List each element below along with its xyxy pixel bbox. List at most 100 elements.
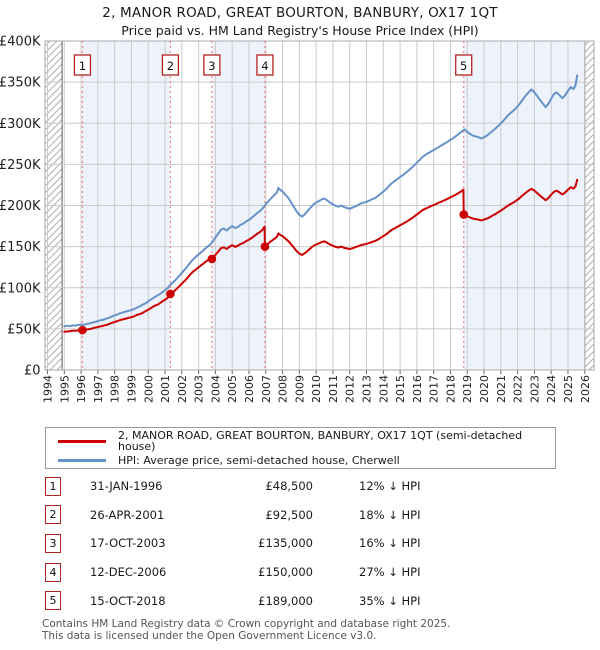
sale-price: £189,000 [258, 593, 313, 608]
x-axis-label: 2026 [579, 375, 592, 403]
x-axis-label: 2014 [377, 375, 390, 403]
x-axis-label: 2019 [461, 375, 474, 403]
x-axis-label: 1998 [109, 375, 122, 403]
x-axis-label: 2012 [344, 375, 357, 403]
sale-price: £48,500 [265, 479, 313, 494]
x-axis-label: 1999 [125, 375, 138, 403]
y-axis-label: £150K [0, 240, 41, 255]
y-axis-label: £250K [0, 158, 41, 173]
sale-number-box [256, 54, 274, 76]
x-axis-label: 2022 [512, 375, 525, 403]
x-axis-label: 2020 [478, 375, 491, 403]
sale-number-label: 2 [167, 59, 174, 73]
x-axis-label: 1994 [42, 375, 55, 403]
x-axis-label: 2017 [428, 375, 441, 403]
property-price-line [63, 178, 579, 333]
x-axis-label: 2024 [545, 375, 558, 403]
sale-number-badge: 4 [45, 562, 61, 582]
chart-legend: 2, MANOR ROAD, GREAT BOURTON, BANBURY, O… [45, 427, 556, 469]
sale-number-box [161, 54, 180, 76]
sale-hpi-diff: 12% ↓ HPI [359, 479, 421, 494]
x-axis-label: 2000 [142, 375, 155, 403]
y-axis-label: £0 [24, 364, 41, 379]
y-axis-label: £100K [0, 281, 41, 296]
x-axis-label: 2013 [361, 375, 374, 403]
y-axis-label: £350K [0, 76, 41, 91]
sale-marker [260, 242, 270, 251]
sale-hpi-diff: 18% ↓ HPI [359, 507, 421, 522]
sale-number-label: 3 [208, 59, 215, 73]
x-axis-label: 2003 [193, 375, 206, 403]
sale-marker [78, 325, 87, 335]
table-row: 1 31-JAN-1996 £48,500 12% ↓ HPI [45, 472, 556, 501]
x-axis-label: 2005 [226, 375, 239, 403]
x-axis-label: 2016 [411, 375, 424, 403]
hpi-line [63, 74, 579, 328]
x-axis-label: 2002 [176, 375, 189, 403]
x-axis-label: 2007 [260, 375, 273, 403]
price-chart: 1 2 3 4 5 £0 £50K £100K £150K £200K £250K £300K £350… [0, 35, 595, 403]
sale-date: 12-DEC-2006 [90, 565, 167, 580]
x-axis-label: 1995 [58, 375, 71, 403]
x-axis-label: 2004 [209, 375, 222, 403]
sale-price: £150,000 [258, 565, 313, 580]
sale-number-label: 1 [79, 59, 86, 73]
x-axis-label: 2011 [327, 375, 340, 403]
sale-marker [166, 289, 175, 299]
table-row: 5 15-OCT-2018 £189,000 35% ↓ HPI [45, 586, 556, 615]
sale-marker [459, 210, 469, 219]
table-row: 3 17-OCT-2003 £135,000 16% ↓ HPI [45, 529, 556, 558]
y-axis-label: £200K [0, 199, 41, 214]
sale-date: 31-JAN-1996 [90, 479, 163, 494]
x-axis-label: 2025 [562, 375, 575, 403]
sale-price: £135,000 [258, 536, 313, 551]
x-axis-label: 1997 [92, 375, 105, 403]
sale-number-box [455, 54, 473, 76]
sale-date: 17-OCT-2003 [90, 536, 166, 551]
sale-marker [207, 254, 217, 264]
sale-number-box [73, 54, 92, 76]
x-axis-label: 2008 [277, 375, 290, 403]
sale-hpi-diff: 16% ↓ HPI [359, 536, 421, 551]
y-axis-label: £50K [7, 322, 41, 337]
table-row: 4 12-DEC-2006 £150,000 27% ↓ HPI [45, 558, 556, 587]
sale-date: 26-APR-2001 [90, 507, 165, 522]
property-line-swatch [58, 439, 106, 443]
sales-table: 1 31-JAN-1996 £48,500 12% ↓ HPI 2 26-APR-2001… [45, 472, 556, 615]
hpi-line-swatch [58, 459, 106, 462]
x-axis-label: 2009 [293, 375, 306, 403]
x-axis-label: 2001 [159, 375, 172, 403]
x-axis-label: 2018 [444, 375, 457, 403]
sale-number-badge: 1 [45, 476, 61, 496]
legend-label-hpi: HPI: Average price, semi-detached house,… [118, 454, 400, 467]
sale-number-badge: 5 [45, 591, 61, 611]
plot-border [44, 40, 595, 371]
page-title: 2, MANOR ROAD, GREAT BOURTON, BANBURY, O… [102, 5, 498, 21]
sale-number-badge: 2 [45, 505, 61, 525]
sale-number-box [203, 54, 221, 76]
x-axis-label: 2021 [495, 375, 508, 403]
footer-line-1: Contains HM Land Registry data © Crown c… [42, 618, 451, 630]
y-axis-label: £300K [0, 117, 41, 132]
x-axis-label: 2006 [243, 375, 256, 403]
license-footer: Contains HM Land Registry data © Crown c… [42, 618, 450, 643]
y-axis-label: £400K [0, 35, 41, 50]
footer-line-2: This data is licensed under the Open Gov… [42, 630, 377, 643]
sale-price: £92,500 [265, 507, 313, 522]
sale-number-badge: 3 [45, 533, 61, 553]
x-axis-label: 2023 [528, 375, 541, 403]
x-axis-label: 2015 [394, 375, 407, 403]
x-axis-label: 2010 [310, 375, 323, 403]
sale-number-label: 5 [460, 59, 467, 73]
page-subtitle: Price paid vs. HM Land Registry's House … [121, 23, 479, 38]
x-axis-label: 1996 [75, 375, 88, 403]
legend-label-property: 2, MANOR ROAD, GREAT BOURTON, BANBURY, O… [118, 429, 523, 453]
legend-row-hpi: HPI: Average price, semi-detached house,… [58, 455, 555, 466]
table-row: 2 26-APR-2001 £92,500 18% ↓ HPI [45, 501, 556, 530]
sale-date: 15-OCT-2018 [90, 593, 166, 608]
sale-hpi-diff: 35% ↓ HPI [359, 593, 421, 608]
sale-hpi-diff: 27% ↓ HPI [359, 565, 421, 580]
legend-row-property: 2, MANOR ROAD, GREAT BOURTON, BANBURY, O… [58, 430, 555, 452]
sale-number-label: 4 [261, 59, 268, 73]
